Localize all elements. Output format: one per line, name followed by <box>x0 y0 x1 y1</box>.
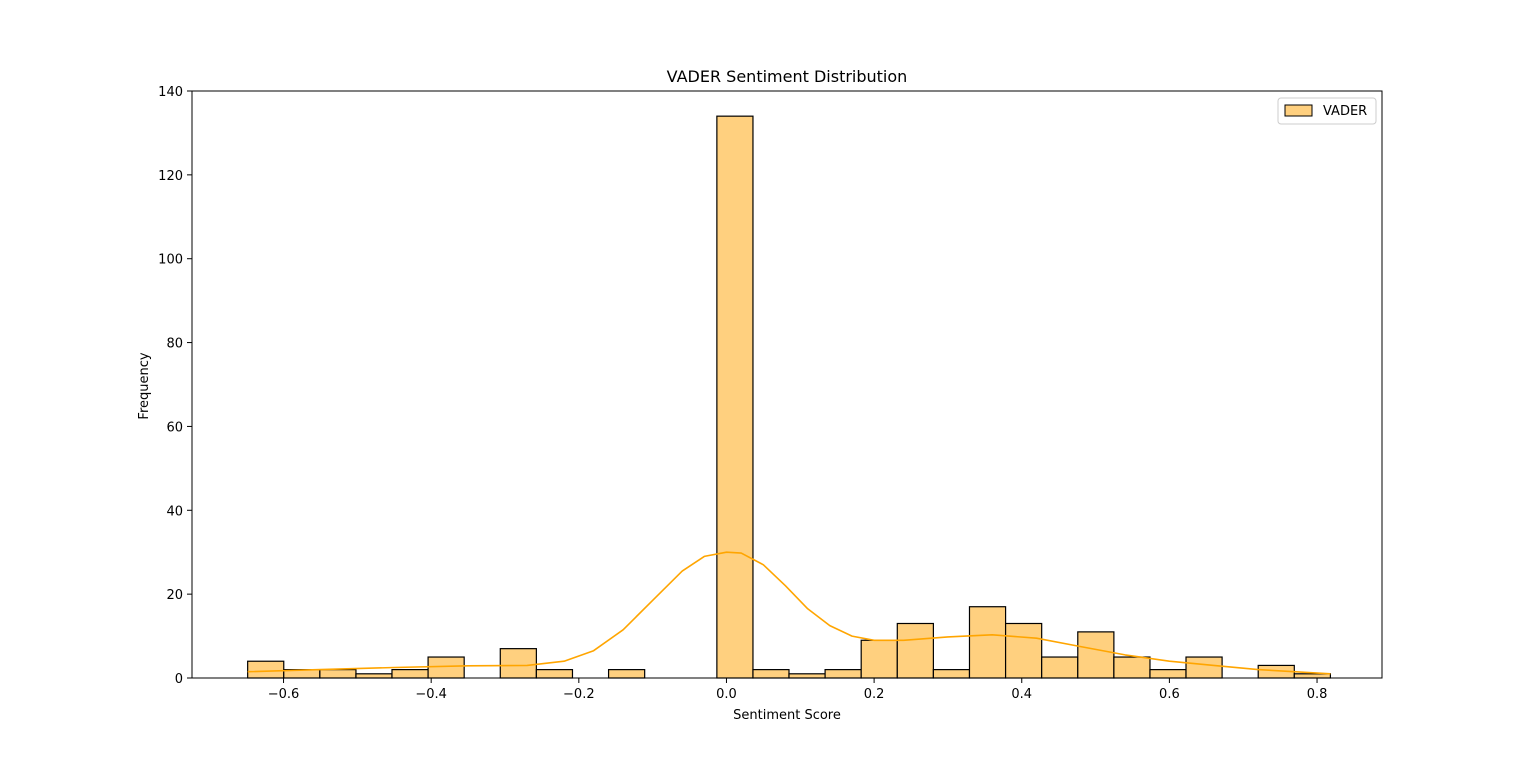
histogram-bar <box>427 656 465 679</box>
y-tick-label: 40 <box>166 504 183 519</box>
y-tick-label: 140 <box>158 85 183 100</box>
y-axis: 0 20 40 60 80 100 120 140 <box>158 85 192 687</box>
histogram-bar <box>824 669 862 679</box>
histogram-bar <box>968 606 1007 679</box>
legend: VADER <box>1277 97 1377 125</box>
axes-frame <box>191 90 1383 679</box>
x-tick-label: −0.4 <box>415 687 447 702</box>
histogram-bar <box>1149 669 1187 679</box>
histogram-bar <box>247 660 285 679</box>
histogram-bar <box>1185 656 1223 679</box>
y-tick-label: 80 <box>166 337 183 352</box>
histogram-bar <box>607 669 646 679</box>
histogram-bar <box>932 669 971 679</box>
x-tick-label: 0.4 <box>1011 687 1032 702</box>
chart-title: VADER Sentiment Distribution <box>667 67 908 86</box>
x-tick-label: 0.2 <box>864 687 885 702</box>
kde-line <box>247 551 1331 675</box>
histogram-bar <box>1041 656 1079 679</box>
y-tick-label: 20 <box>166 588 183 603</box>
histogram-bar <box>896 622 934 679</box>
histogram-bar <box>499 648 537 679</box>
x-tick-label: −0.2 <box>563 687 595 702</box>
legend-swatch <box>1284 104 1313 117</box>
histogram-bar <box>1077 631 1115 679</box>
x-axis-label: Sentiment Score <box>733 708 841 723</box>
y-tick-label: 0 <box>175 672 183 687</box>
histogram-bar <box>716 115 754 679</box>
histogram-bar <box>319 669 357 679</box>
x-axis: −0.6 −0.4 −0.2 0.0 0.2 0.4 0.6 0.8 <box>268 678 1328 702</box>
histogram-bar <box>391 669 429 679</box>
histogram-bar <box>355 673 393 679</box>
histogram-bar <box>860 639 898 679</box>
x-tick-label: 0.0 <box>716 687 737 702</box>
y-axis-label: Frequency <box>137 352 152 419</box>
x-tick-label: 0.6 <box>1159 687 1180 702</box>
x-tick-label: 0.8 <box>1307 687 1328 702</box>
legend-label: VADER <box>1323 104 1367 119</box>
y-tick-label: 100 <box>158 253 183 268</box>
plot-area <box>247 115 1331 679</box>
x-tick-label: −0.6 <box>268 687 300 702</box>
histogram-bar <box>752 669 790 679</box>
y-tick-label: 120 <box>158 169 183 184</box>
histogram-bar <box>1004 622 1043 679</box>
y-tick-label: 60 <box>166 420 183 435</box>
histogram-bar <box>1293 673 1331 679</box>
histogram-bar <box>1113 656 1151 679</box>
histogram-bar <box>788 673 826 679</box>
histogram-bar <box>535 669 574 679</box>
